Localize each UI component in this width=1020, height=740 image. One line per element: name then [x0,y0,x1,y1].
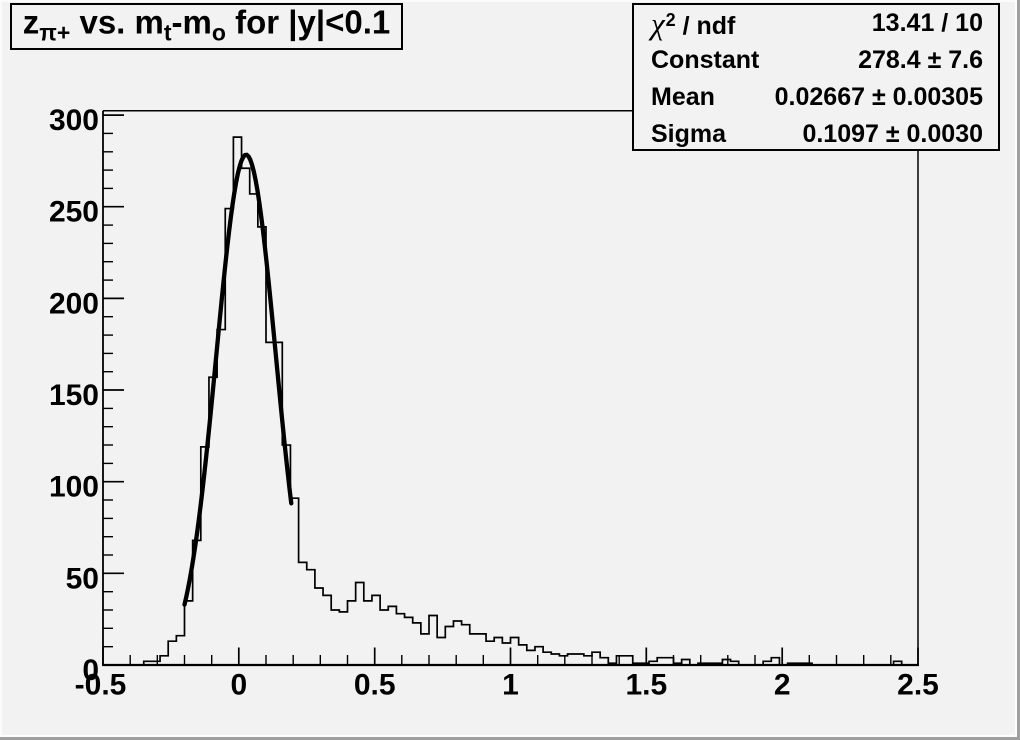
svg-text:0.5: 0.5 [354,669,396,702]
svg-text:0: 0 [230,669,247,702]
svg-text:0: 0 [82,654,99,687]
svg-text:200: 200 [49,287,99,320]
svg-text:100: 100 [49,471,99,504]
svg-text:-0.5: -0.5 [75,669,127,702]
svg-text:150: 150 [49,379,99,412]
svg-text:300: 300 [49,104,99,137]
svg-text:1.5: 1.5 [625,669,667,702]
svg-text:2: 2 [774,669,791,702]
svg-text:1: 1 [502,669,519,702]
svg-text:50: 50 [66,562,99,595]
svg-text:2.5: 2.5 [897,669,939,702]
svg-text:250: 250 [49,196,99,229]
